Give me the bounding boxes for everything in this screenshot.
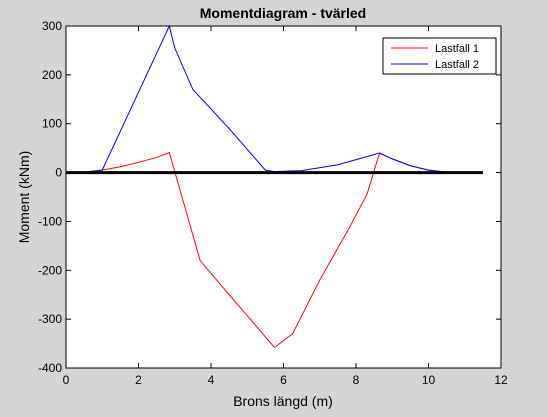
legend: Lastfall 1 Lastfall 2 (382, 37, 497, 75)
x-axis-label: Brons längd (m) (233, 393, 333, 409)
y-tick-label: 300 (42, 19, 62, 33)
x-tick-label: 8 (353, 373, 360, 387)
y-axis-label: Moment (kNm) (16, 151, 32, 244)
legend-label-lastfall-1: Lastfall 1 (435, 43, 479, 55)
y-tick-label: -200 (38, 263, 62, 277)
x-tick-label: 4 (208, 373, 215, 387)
x-tick-label: 6 (280, 373, 287, 387)
x-tick-label: 10 (422, 373, 436, 387)
legend-box (382, 37, 497, 75)
plot-area (66, 26, 501, 368)
y-tick-label: 0 (55, 166, 62, 180)
y-tick-label: -400 (38, 361, 62, 375)
x-tick-label: 0 (63, 373, 70, 387)
x-tick-label: 12 (494, 373, 508, 387)
x-tick-label: 2 (135, 373, 142, 387)
y-tick-label: 100 (42, 117, 62, 131)
axis-layer: 0 2 4 6 8 10 12 -400 -300 -200 -100 0 100 200 300 (38, 19, 508, 387)
legend-label-lastfall-2: Lastfall 2 (435, 59, 479, 71)
y-tick-label: -100 (38, 214, 62, 228)
y-tick-label: -300 (38, 312, 62, 326)
chart-title: Momentdiagram - tvärled (200, 5, 366, 21)
y-tick-label: 200 (42, 68, 62, 82)
series-layer (65, 24, 483, 349)
